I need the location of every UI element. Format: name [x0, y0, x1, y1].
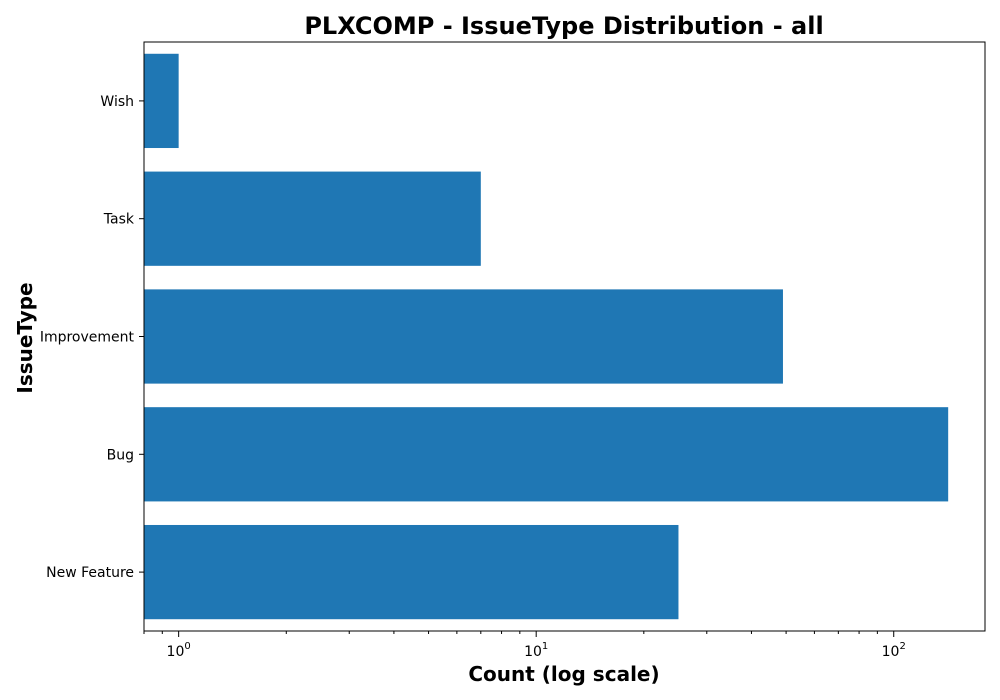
y-axis-label: IssueType	[13, 282, 37, 393]
x-tick-label: 100	[167, 641, 191, 660]
x-axis-label: Count (log scale)	[468, 662, 659, 686]
y-tick-label: Wish	[100, 94, 134, 110]
bars-group	[144, 53, 949, 620]
bar-task	[144, 171, 481, 266]
bar-bug	[144, 407, 949, 502]
x-tick-label: 102	[882, 641, 906, 660]
bar-improvement	[144, 289, 783, 384]
bar-new-feature	[144, 524, 679, 620]
y-tick-label: Bug	[107, 447, 134, 463]
y-tick-label: New Feature	[46, 565, 134, 581]
bar-wish	[144, 53, 179, 149]
ticks-group: New Feature Bug Improvement Task Wish 100 101 1…	[40, 94, 906, 660]
plot-frame	[143, 41, 986, 632]
y-tick-label: Improvement	[40, 330, 135, 346]
y-tick-label: Task	[103, 212, 135, 228]
x-tick-label: 101	[524, 641, 548, 660]
chart-title: PLXCOMP - IssueType Distribution - all	[304, 12, 823, 40]
